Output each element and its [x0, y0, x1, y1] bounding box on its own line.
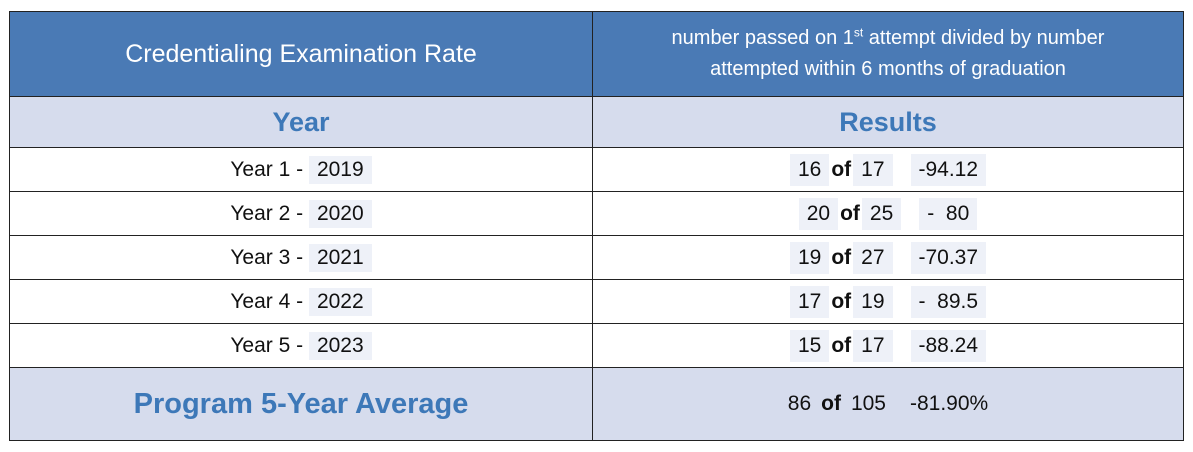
average-attempted: 105: [850, 392, 886, 415]
result-cell: 19 of 27 -70.37: [592, 235, 1184, 280]
average-row: Program 5-Year Average 86 of 105 -81.90%: [9, 367, 1184, 441]
table-row: Year 1 - 2019 16 of 17 -94.12: [9, 147, 1184, 192]
passed-count: 17: [789, 285, 830, 318]
of-label: of: [831, 289, 852, 313]
column-header-results: Results: [592, 96, 1184, 148]
header-row: Credentialing Examination Rate number pa…: [9, 11, 1184, 97]
pass-rate: -70.37: [910, 241, 987, 274]
pass-rate: -94.12: [910, 153, 987, 186]
year-value: 2021: [308, 243, 372, 272]
year-label: Year 2 -: [230, 201, 309, 225]
passed-count: 19: [789, 241, 830, 274]
average-label: Program 5-Year Average: [9, 367, 593, 441]
attempted-count: 17: [853, 153, 893, 186]
table-row: Year 4 - 2022 17 of 19 - 89.5: [9, 279, 1184, 324]
year-value: 2022: [308, 287, 372, 316]
table-title: Credentialing Examination Rate: [9, 11, 593, 97]
of-label: of: [840, 201, 860, 225]
average-result-cell: 86 of 105 -81.90%: [592, 367, 1184, 441]
result-cell: 17 of 19 - 89.5: [592, 279, 1184, 324]
pass-rate: - 89.5: [910, 285, 987, 318]
description-line1-pre: number passed on 1: [671, 27, 854, 49]
year-label: Year 3 -: [230, 245, 309, 269]
attempted-count: 27: [853, 241, 893, 274]
of-label: of: [831, 245, 852, 269]
attempted-count: 25: [861, 197, 902, 230]
table-description: number passed on 1st attempt divided by …: [592, 11, 1184, 97]
year-label: Year 4 -: [230, 289, 309, 313]
average-passed: 86: [787, 392, 812, 415]
column-header-year: Year: [9, 96, 593, 148]
table-row: Year 2 - 2020 20 of 25 - 80: [9, 191, 1184, 236]
year-cell: Year 3 - 2021: [9, 235, 593, 280]
table-row: Year 3 - 2021 19 of 27 -70.37: [9, 235, 1184, 280]
attempted-count: 17: [853, 329, 893, 362]
column-header-row: Year Results: [9, 96, 1184, 148]
result-cell: 16 of 17 -94.12: [592, 147, 1184, 192]
year-value: 2020: [308, 199, 372, 228]
passed-count: 16: [789, 153, 830, 186]
year-value: 2023: [308, 331, 372, 360]
pass-rate: - 80: [919, 197, 978, 230]
average-rate: -81.90%: [910, 392, 989, 415]
attempted-count: 19: [853, 285, 893, 318]
of-label: of: [821, 392, 841, 415]
result-cell: 15 of 17 -88.24: [592, 323, 1184, 368]
year-cell: Year 5 - 2023: [9, 323, 593, 368]
credentialing-table: Credentialing Examination Rate number pa…: [9, 11, 1184, 441]
result-cell: 20 of 25 - 80: [592, 191, 1184, 236]
year-cell: Year 1 - 2019: [9, 147, 593, 192]
description-line1-post: attempt divided by number: [863, 27, 1105, 49]
description-line2: attempted within 6 months of graduation: [710, 58, 1066, 80]
pass-rate: -88.24: [910, 329, 987, 362]
description-line1-sup: st: [853, 25, 864, 40]
year-label: Year 5 -: [230, 333, 309, 357]
passed-count: 20: [798, 197, 839, 230]
of-label: of: [831, 157, 852, 181]
year-cell: Year 4 - 2022: [9, 279, 593, 324]
table-row: Year 5 - 2023 15 of 17 -88.24: [9, 323, 1184, 368]
passed-count: 15: [789, 329, 830, 362]
year-label: Year 1 -: [230, 157, 309, 181]
year-value: 2019: [308, 155, 372, 184]
year-cell: Year 2 - 2020: [9, 191, 593, 236]
of-label: of: [831, 333, 852, 357]
